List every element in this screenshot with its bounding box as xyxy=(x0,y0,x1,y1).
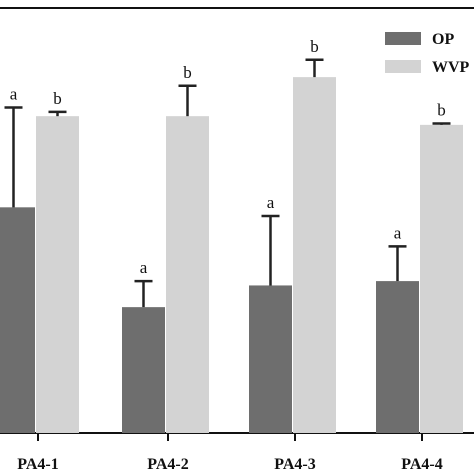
x-tick-label: PA4-3 xyxy=(274,456,315,473)
x-tick-label: PA4-2 xyxy=(147,456,188,473)
x-tick-label: PA4-1 xyxy=(17,456,58,473)
significance-op-pa4-3: a xyxy=(267,193,275,212)
bar-wvp-pa4-2 xyxy=(166,116,209,434)
significance-wvp-pa4-4: b xyxy=(437,101,446,120)
significance-op-pa4-1: a xyxy=(10,85,18,104)
bar-wvp-pa4-1 xyxy=(36,116,79,434)
bar-op-pa4-1 xyxy=(0,207,35,433)
significance-wvp-pa4-3: b xyxy=(310,37,319,56)
legend: OP WVP xyxy=(385,31,470,76)
significance-op-pa4-2: a xyxy=(140,258,148,277)
legend-swatch-wvp xyxy=(385,60,421,73)
bars xyxy=(0,77,463,434)
significance-op-pa4-4: a xyxy=(394,223,402,242)
bar-wvp-pa4-4 xyxy=(420,124,463,434)
bar-op-pa4-4 xyxy=(376,281,419,433)
x-tick-label: PA4-4 xyxy=(401,456,442,473)
significance-labels: a b a b a b a b xyxy=(10,37,446,277)
significance-wvp-pa4-2: b xyxy=(183,63,192,82)
bar-op-pa4-3 xyxy=(249,285,292,433)
significance-wvp-pa4-1: b xyxy=(53,89,62,108)
x-axis-ticks: PA4-1 PA4-2 PA4-3 PA4-4 xyxy=(17,433,443,473)
legend-label-wvp: WVP xyxy=(432,59,470,76)
error-bars xyxy=(4,58,451,308)
legend-label-op: OP xyxy=(432,31,454,48)
bar-wvp-pa4-3 xyxy=(293,77,336,434)
legend-swatch-op xyxy=(385,32,421,45)
bar-op-pa4-2 xyxy=(122,307,165,433)
